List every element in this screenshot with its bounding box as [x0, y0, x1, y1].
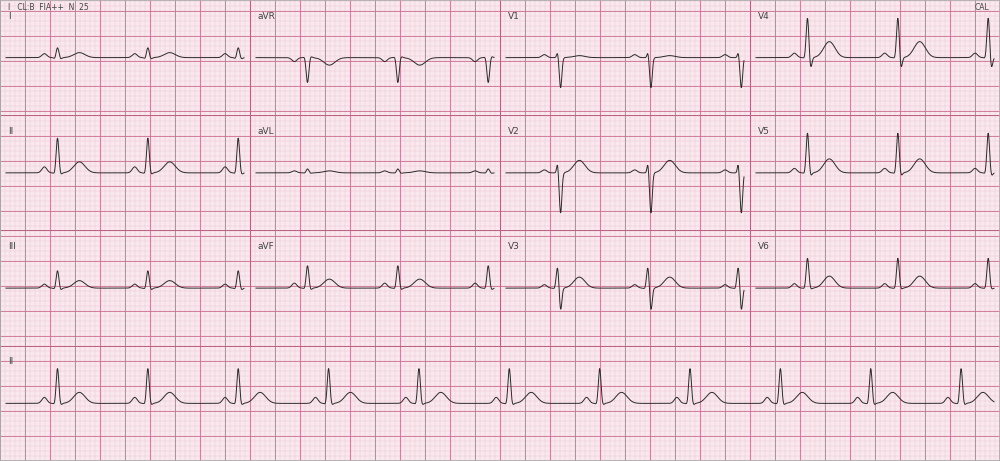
Text: aVL: aVL	[258, 127, 275, 136]
Text: V5: V5	[758, 127, 770, 136]
Text: V1: V1	[508, 12, 520, 21]
Text: I: I	[8, 12, 11, 21]
Text: V4: V4	[758, 12, 770, 21]
Text: CAL: CAL	[975, 3, 990, 12]
Text: II: II	[8, 127, 13, 136]
Text: V2: V2	[508, 127, 520, 136]
Text: II: II	[8, 357, 13, 366]
Text: aVF: aVF	[258, 242, 275, 251]
Text: V3: V3	[508, 242, 520, 251]
Text: V6: V6	[758, 242, 770, 251]
Text: I   CL:B  FIA++  N  25: I CL:B FIA++ N 25	[8, 3, 89, 12]
Text: III: III	[8, 242, 16, 251]
Text: aVR: aVR	[258, 12, 276, 21]
